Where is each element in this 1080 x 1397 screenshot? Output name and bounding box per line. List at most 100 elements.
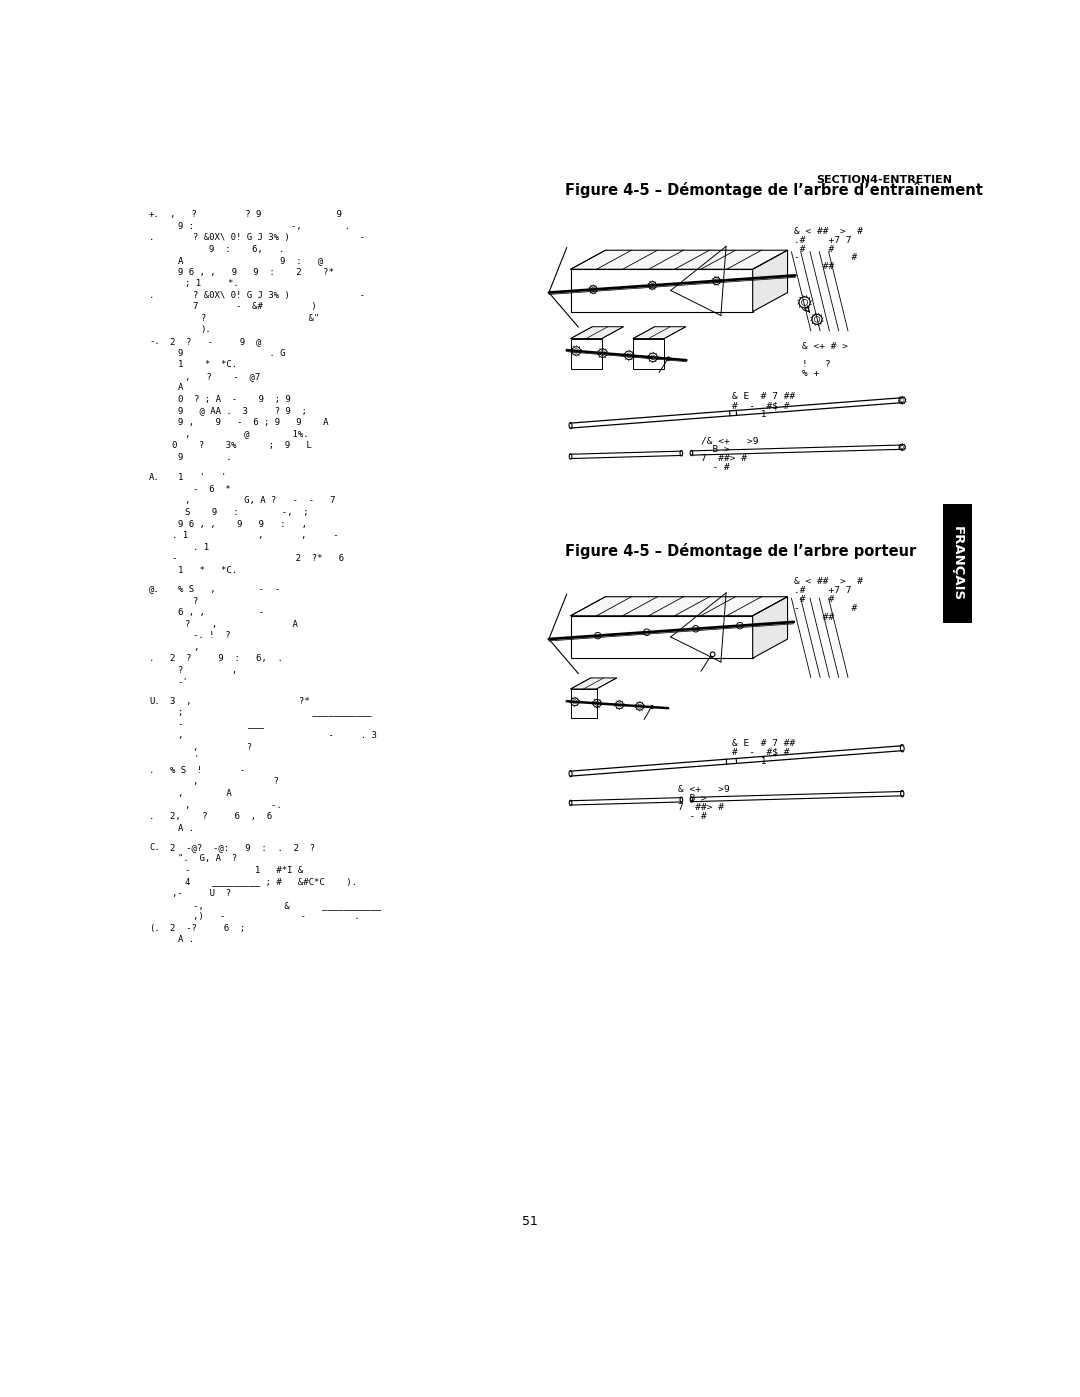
Polygon shape [633,338,664,369]
Text: 3  ,                    ?*: 3 , ?* [170,697,310,705]
Text: A .: A . [177,936,193,944]
Text: 9 6 , ,    9   9   :   ,: 9 6 , , 9 9 : , [177,520,307,528]
Text: ##: ## [794,263,834,271]
Text: -            ___: - ___ [177,719,264,729]
Text: 1   *   *C.: 1 * *C. [177,566,237,574]
Text: .: . [149,291,154,300]
Text: ,   ?    -  @7: , ? - @7 [186,372,260,381]
Text: 2  -?     6  ;: 2 -? 6 ; [170,923,245,933]
Text: ; 1     *.: ; 1 *. [186,279,239,288]
Bar [943,504,972,623]
Polygon shape [570,250,787,270]
Text: % +: % + [801,369,819,379]
Text: ,: , [193,643,199,652]
Text: @.: @. [149,585,160,594]
Text: 9  :    6,   .: 9 : 6, . [208,244,284,254]
Text: ,                           -     . 3: , - . 3 [177,731,377,740]
Text: 51: 51 [523,1215,538,1228]
Text: 7       -  &#         ): 7 - &# ) [193,302,316,312]
Text: ?    ,              A: ? , A [186,620,298,629]
Text: 9 ,    9   -  6 ; 9   9    A: 9 , 9 - 6 ; 9 9 A [177,418,328,427]
Text: - #: - # [701,462,729,472]
Text: 1: 1 [732,757,766,766]
Text: ,          G, A ?   -  -   7: , G, A ? - - 7 [186,496,336,506]
Text: 2  ?   -     9  @: 2 ? - 9 @ [170,337,261,346]
Text: ).: ). [201,326,212,334]
Text: 0  ? ; A  -    9  ; 9: 0 ? ; A - 9 ; 9 [177,395,291,404]
Text: ,)   -              -         .: ,) - - . [193,912,360,921]
Text: -.: -. [149,337,160,346]
Text: % S   ,        -  -: % S , - - [177,585,280,594]
Text: -  6  *: - 6 * [193,485,231,495]
Text: ##: ## [794,613,834,622]
Text: /& <+   >9: /& <+ >9 [701,436,758,446]
Text: -': -' [177,678,188,686]
Polygon shape [570,616,753,658]
Polygon shape [570,689,596,718]
Polygon shape [570,678,617,689]
Text: .: . [149,766,154,775]
Text: 1: 1 [732,411,766,419]
Text: .: . [149,233,154,242]
Text: % S  !       -: % S ! - [170,766,245,775]
Text: 9        .: 9 . [177,453,231,461]
Text: A: A [177,383,183,393]
Text: A                  9  :   @: A 9 : @ [177,256,323,265]
Text: & < ##  >  #: & < ## > # [794,226,863,236]
Text: -            1   #*I &: - 1 #*I & [186,866,303,875]
Text: 7  ##> #: 7 ##> # [677,803,724,812]
Text: & < ##  >  #: & < ## > # [794,577,863,587]
Text: 9 6 , ,   9   9  :    2    ?*: 9 6 , , 9 9 : 2 ?* [177,268,334,277]
Polygon shape [633,327,686,338]
Text: 4    _________ ; #   &#C*C    ).: 4 _________ ; # &#C*C ). [186,877,357,887]
Text: & E  # 7 ##: & E # 7 ## [732,739,795,747]
Text: & E  # 7 ##: & E # 7 ## [732,393,795,401]
Polygon shape [570,338,602,369]
Text: 1    *  *C.: 1 * *C. [177,360,237,369]
Text: S    9   :        -,  ;: S 9 : -, ; [186,509,309,517]
Text: & <+ # >: & <+ # > [801,342,848,352]
Text: 0    ?    3%      ;  9   L: 0 ? 3% ; 9 L [172,441,312,450]
Text: - #: - # [677,812,706,821]
Text: 6 , ,          -: 6 , , - [177,608,291,617]
Text: 9   @ AA .  3     ? 9  ;: 9 @ AA . 3 ? 9 ; [177,407,307,415]
Text: ".  G, A  ?: ". G, A ? [177,855,237,863]
Text: C.: C. [149,842,160,852]
Text: & <+   >9: & <+ >9 [677,785,729,793]
Text: ? &0X\ 0! G J 3% )             -: ? &0X\ 0! G J 3% ) - [193,233,365,242]
Text: SECTION4-ENTRETIEN: SECTION4-ENTRETIEN [816,175,953,184]
Text: #    #: # # [794,595,834,604]
Text: ?                   &": ? &" [201,314,319,323]
Text: ? &0X\ 0! G J 3% )             -: ? &0X\ 0! G J 3% ) - [193,291,365,300]
Text: ?         ,: ? , [177,666,237,675]
Text: ,         ?: , ? [193,743,253,752]
Text: . 1: . 1 [193,542,210,552]
Text: #  -  #$ #: # - #$ # [732,401,789,411]
Text: Figure 4-5 – Démontage de l’arbre d’entraînement: Figure 4-5 – Démontage de l’arbre d’entr… [565,182,983,198]
Text: 1   '   ': 1 ' ' [177,474,226,482]
Text: ': ' [193,754,199,763]
Text: -         #: - # [794,253,858,263]
Text: U.: U. [149,697,160,705]
Text: +.: +. [149,210,160,219]
Text: . 1             ,       ,     -: . 1 , , - [172,531,339,541]
Polygon shape [570,327,623,338]
Text: 2,    ?     6  ,  6: 2, ? 6 , 6 [170,812,272,821]
Text: #    #: # # [794,244,834,254]
Text: (.: (. [149,923,160,933]
Text: ?: ? [193,597,199,605]
Text: 9 :                  -,        .: 9 : -, . [177,222,350,231]
Text: -. !  ?: -. ! ? [193,631,231,640]
Polygon shape [570,270,753,312]
Text: .: . [149,654,154,664]
Text: .#    +7 7: .# +7 7 [794,236,851,244]
Text: ,          @        1%.: , @ 1%. [186,429,309,439]
Text: 2  ?     9  :   6,  .: 2 ? 9 : 6, . [170,654,283,664]
Text: FRANÇAIS: FRANÇAIS [950,527,963,601]
Text: .#    +7 7: .# +7 7 [794,587,851,595]
Polygon shape [753,597,787,658]
Text: #  -  #$ #: # - #$ # [732,747,789,757]
Text: 7  ##> #: 7 ##> # [701,454,746,462]
Text: ;                        ___________: ; ___________ [177,708,372,717]
Text: 2  -@?  -@:   9  :  .  2  ?: 2 -@? -@: 9 : . 2 ? [170,842,315,852]
